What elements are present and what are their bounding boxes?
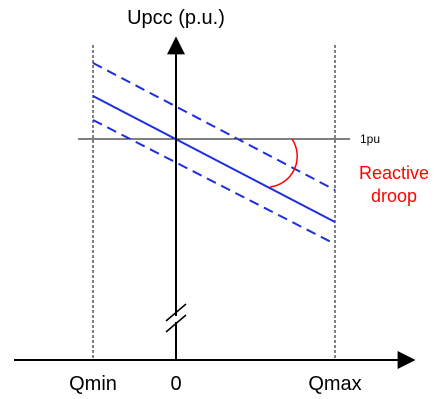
- annotation-line-1: Reactive: [358, 163, 430, 183]
- droop-upper-dashed-line: [92, 62, 336, 191]
- annotation-line-2: droop: [370, 185, 418, 206]
- droop-center-line: [92, 95, 336, 223]
- reference-1pu-label: 1pu: [360, 132, 381, 146]
- x-tick-qmin-label: Qmin: [69, 373, 117, 395]
- droop-lower-dashed-line: [92, 119, 336, 245]
- x-tick-zero-label: 0: [170, 373, 182, 395]
- reactive-droop-annotation: Reactive droop: [359, 162, 429, 207]
- y-axis-break-mark-lower: [165, 314, 187, 333]
- droop-angle-arc: [269, 138, 298, 188]
- y-axis-break-gap: [168, 316, 184, 322]
- x-tick-qmax-label: Qmax: [308, 373, 362, 395]
- y-axis-break-mark-upper: [165, 303, 187, 322]
- y-axis-label: Upcc (p.u.): [127, 7, 225, 29]
